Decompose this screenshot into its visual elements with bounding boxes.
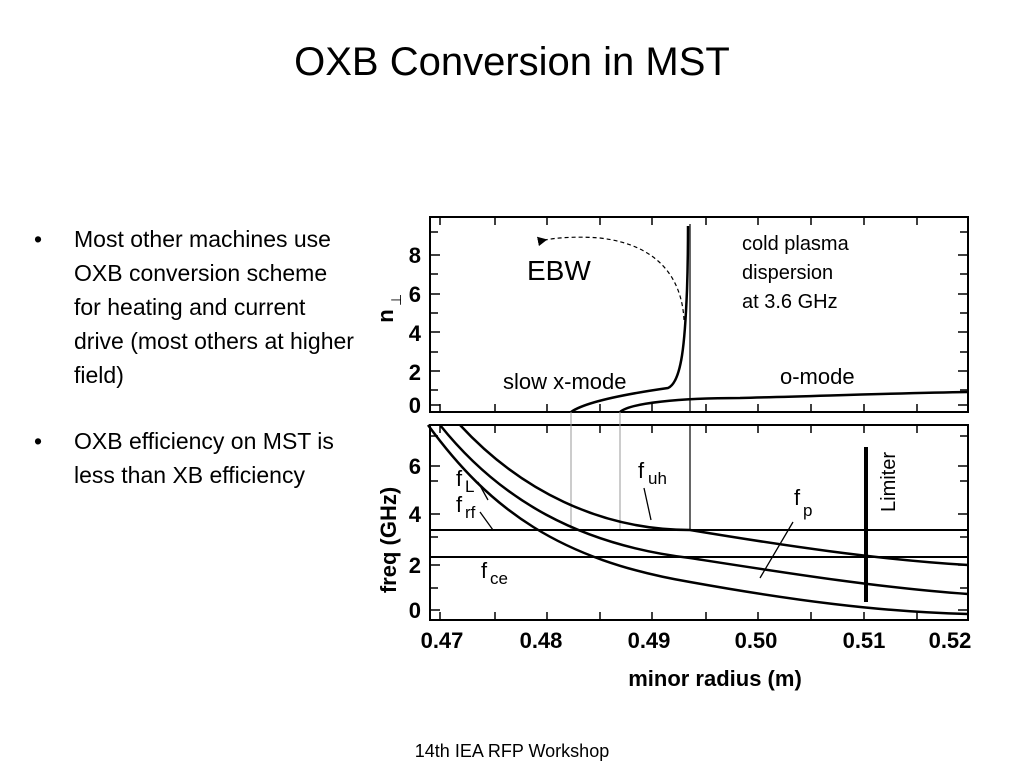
f-ce-label: f ce [481,558,508,588]
xtick: 0.48 [520,628,563,653]
f-rf-label: f rf [456,492,476,522]
bullet-marker: • [34,428,43,454]
cold-plasma-label: cold plasma [742,233,850,255]
slide-title: OXB Conversion in MST [294,40,730,84]
ebw-label: EBW [527,255,591,286]
frequency-label: at 3.6 GHz [742,291,838,313]
bullet-item: • OXB efficiency on MST is less than XB … [34,424,354,492]
xtick: 0.47 [421,628,464,653]
f-l-sub: L [465,477,474,496]
xtick: 0.49 [628,628,671,653]
guide-lines [570,412,621,530]
xtick: 0.50 [735,628,778,653]
bottom-ytick: 6 [409,454,421,479]
bullet-item: • Most other machines use OXB conversion… [34,222,354,392]
top-ytick: 0 [409,393,421,418]
f-uh-f: f [638,458,645,483]
bullet-marker: • [34,226,43,252]
bullet-text: OXB efficiency on MST is less than XB ef… [74,428,334,488]
f-ce-sub: ce [490,569,508,588]
top-ylabel-main: n [373,309,398,322]
label-pointers [477,481,794,579]
top-ytick: 2 [409,360,421,385]
f-rf-f: f [456,492,463,517]
dispersion-figure: 0 2 4 6 8 0 2 4 6 0.47 0.48 0.49 0.50 0.… [373,216,972,691]
limiter-label: Limiter [878,452,900,512]
slow-x-mode-curve [570,225,690,414]
top-ytick: 8 [409,243,421,268]
top-ytick: 4 [409,321,422,346]
bottom-y-axis-label: freq (GHz) [376,487,401,593]
f-p-f: f [794,485,801,510]
top-y-axis-label: n ⊥ [373,294,404,323]
footer: 14th IEA RFP Workshop [414,741,610,761]
f-p-label: f p [794,485,812,520]
f-ce-f: f [481,558,488,583]
bottom-ytick: 4 [409,502,422,527]
ebw-arrow [536,236,685,321]
top-panel-frame [429,216,969,413]
bullet-list: • Most other machines use OXB conversion… [34,222,354,524]
f-uh-label: f uh [638,458,667,488]
f-l-curve [426,424,969,616]
top-ylabel-sub: ⊥ [388,294,404,306]
f-p-curve [439,424,969,596]
x-axis-label: minor radius (m) [628,666,802,691]
xtick: 0.52 [929,628,972,653]
f-uh-curve [459,424,969,567]
o-mode-label: o-mode [780,364,855,389]
o-mode-curve [619,390,969,414]
f-p-sub: p [803,501,812,520]
bottom-panel-frame [429,424,969,621]
f-l-f: f [456,466,463,491]
bottom-ytick: 2 [409,553,421,578]
slow-x-mode-label: slow x-mode [503,369,626,394]
xtick: 0.51 [843,628,886,653]
f-l-label: f L [456,466,474,496]
f-uh-sub: uh [648,469,667,488]
bullet-text: Most other machines use OXB conversion s… [74,226,354,388]
bottom-ytick: 0 [409,598,421,623]
top-ytick: 6 [409,282,421,307]
f-rf-sub: rf [465,503,476,522]
dispersion-label: dispersion [742,262,833,284]
